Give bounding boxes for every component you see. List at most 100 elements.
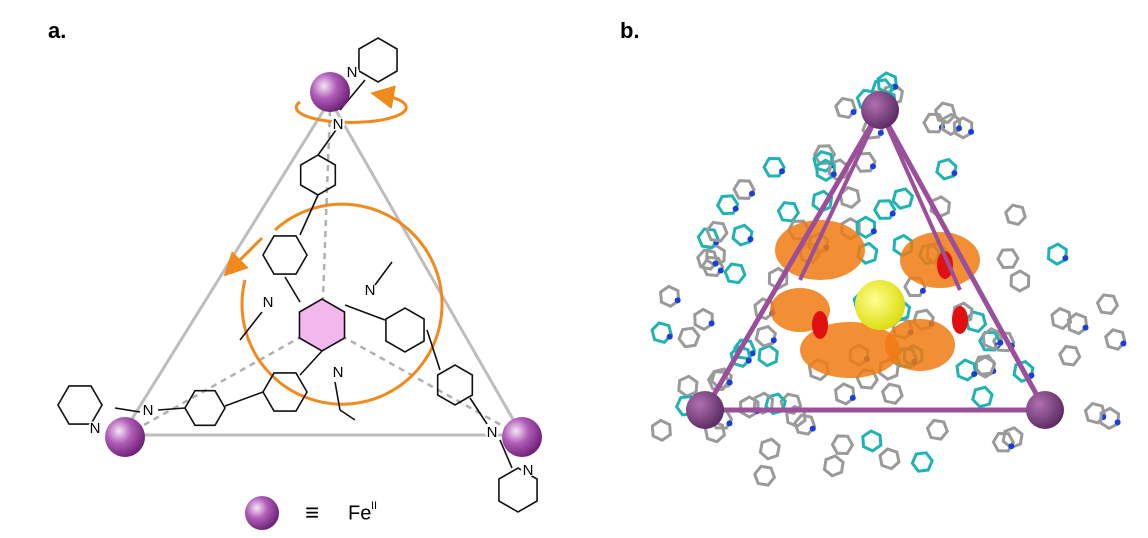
nitrogen: [718, 267, 724, 273]
fe-sphere: [105, 417, 145, 457]
nitrogen: [1120, 340, 1126, 346]
stick-ring: [937, 159, 956, 178]
figure: a. b. NNNNNNNNN ≡ Fe II: [0, 0, 1148, 538]
stick-ring: [1106, 330, 1125, 349]
legend-symbol: ≡: [305, 499, 319, 526]
stick-ring: [957, 360, 975, 380]
ring: [299, 299, 344, 351]
nitrogen: [956, 125, 962, 131]
fe-sphere: [861, 91, 899, 129]
bond: [300, 195, 318, 235]
crystal-structure: [652, 73, 1126, 485]
nitrogen: [810, 426, 816, 432]
atom-label: N: [523, 462, 534, 479]
nitrogen: [890, 211, 896, 217]
ring: [438, 365, 473, 405]
nitrogen: [871, 228, 877, 234]
nitrogen: [712, 261, 718, 267]
stick-ring: [756, 327, 775, 346]
nitrogen: [1083, 325, 1089, 331]
atom-label: N: [333, 116, 344, 133]
nitrogen: [709, 320, 715, 326]
stick-ring: [1098, 295, 1118, 313]
nitrogen: [749, 191, 755, 197]
ring: [359, 38, 397, 82]
atom-label: N: [263, 294, 274, 311]
stick-ring: [1006, 205, 1025, 224]
stick-ring: [652, 420, 670, 440]
bond: [318, 130, 336, 155]
nitrogen: [733, 206, 739, 212]
ring: [263, 236, 307, 274]
stick-ring: [1049, 244, 1067, 264]
stick-ring: [778, 203, 798, 221]
nitrogen: [831, 171, 837, 177]
stick-ring: [733, 225, 752, 245]
stick-ring: [725, 264, 745, 283]
stick-ring: [912, 453, 932, 471]
stick-ring: [998, 250, 1018, 268]
nitrogen: [747, 236, 753, 242]
nitrogen: [727, 380, 733, 386]
stick-ring: [973, 387, 992, 406]
stick-ring: [836, 384, 854, 404]
ring: [185, 391, 225, 426]
stick-ring: [695, 309, 713, 329]
atom-label: N: [143, 402, 154, 419]
nitrogen: [726, 420, 732, 426]
ring: [386, 308, 424, 352]
nitrogen: [878, 130, 884, 136]
atom-label: N: [487, 424, 498, 441]
bond: [158, 408, 185, 410]
fe-sphere: [310, 72, 350, 112]
stick-ring: [755, 466, 775, 485]
stick-ring: [863, 431, 881, 451]
nitrogen: [771, 337, 777, 343]
stick-ring: [1011, 271, 1029, 291]
oxygen: [812, 311, 828, 339]
stick-ring: [893, 189, 912, 208]
legend-element: Fe: [348, 502, 371, 524]
stick-ring: [883, 384, 903, 403]
nitrogen: [746, 358, 752, 364]
ring: [263, 373, 307, 411]
bond: [300, 351, 322, 375]
bond: [335, 382, 340, 410]
stick-ring: [760, 439, 779, 459]
ring: [58, 386, 102, 424]
nitrogen: [779, 168, 785, 174]
atom-label: N: [333, 364, 344, 381]
fe-sphere: [1026, 391, 1064, 429]
stick-ring: [936, 103, 955, 122]
stick-ring: [928, 420, 948, 439]
nitrogen: [951, 170, 957, 176]
bond: [375, 262, 392, 285]
stick-ring: [880, 449, 899, 469]
nitrogen: [971, 371, 977, 377]
nitrogen: [997, 340, 1003, 346]
nitrogen: [851, 109, 857, 115]
stick-ring: [679, 328, 699, 347]
stick-ring: [1060, 346, 1080, 364]
fe-sphere: [686, 391, 724, 429]
bond: [470, 398, 487, 424]
bond: [285, 277, 300, 302]
guest-surface: [885, 319, 955, 371]
nitrogen: [1115, 419, 1121, 425]
legend-oxidation: II: [371, 500, 377, 512]
guest-center: [855, 280, 905, 330]
stick-ring: [824, 456, 843, 476]
nitrogen: [968, 129, 974, 135]
stick-ring: [661, 286, 679, 306]
panel-label: b.: [620, 18, 640, 43]
fe-sphere: [502, 417, 542, 457]
atom-label: N: [347, 64, 358, 81]
nitrogen: [675, 297, 681, 303]
bond: [345, 305, 385, 320]
nitrogen: [920, 288, 926, 294]
stick-ring: [759, 346, 777, 366]
atom-label: N: [90, 420, 101, 437]
stick-ring: [679, 376, 697, 396]
bond: [225, 392, 263, 406]
stick-ring: [832, 436, 852, 454]
